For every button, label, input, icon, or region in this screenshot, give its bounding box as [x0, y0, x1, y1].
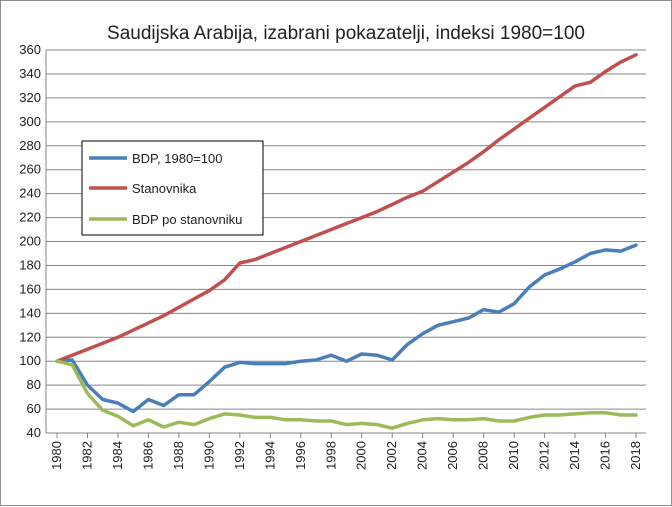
x-tick-label: 1988 — [171, 441, 186, 470]
gridlines — [46, 49, 646, 434]
x-tick-label: 1984 — [110, 441, 125, 470]
y-tick-label: 180 — [19, 257, 41, 272]
legend-label-2: Stanovnika — [132, 181, 197, 196]
series-line-2 — [55, 53, 638, 363]
x-tick-label: 2004 — [415, 441, 430, 470]
series-line-3 — [55, 359, 638, 430]
y-tick-label: 280 — [19, 138, 41, 153]
x-tick-label: 1996 — [293, 441, 308, 470]
x-tick-label: 2010 — [506, 441, 521, 470]
x-axis-ticks: 1980 1982 1984 1986 1988 1990 1992 1994 1996 1998… — [49, 433, 643, 470]
x-tick-label: 2012 — [537, 441, 552, 470]
y-axis-ticks: 40 60 80 100 120 140 160 180 200 220 240 260 280 300 3… — [19, 42, 41, 440]
y-tick-label: 100 — [19, 353, 41, 368]
series-line-1 — [55, 243, 638, 414]
x-tick-label: 1980 — [49, 441, 64, 470]
y-tick-label: 80 — [27, 377, 41, 392]
y-tick-label: 300 — [19, 114, 41, 129]
y-tick-label: 40 — [27, 425, 41, 440]
x-tick-label: 1992 — [232, 441, 247, 470]
x-tick-label: 1986 — [140, 441, 155, 470]
legend-label-3: BDP po stanovniku — [132, 212, 242, 227]
x-tick-label: 1982 — [79, 441, 94, 470]
x-tick-label: 2008 — [476, 441, 491, 470]
y-tick-label: 220 — [19, 210, 41, 225]
x-tick-label: 2018 — [628, 441, 643, 470]
y-tick-label: 360 — [19, 42, 41, 57]
y-tick-label: 240 — [19, 186, 41, 201]
x-tick-label: 2000 — [354, 441, 369, 470]
legend: BDP, 1980=100 Stanovnika BDP po stanovniku — [81, 140, 264, 236]
x-tick-label: 2006 — [445, 441, 460, 470]
y-tick-label: 140 — [19, 305, 41, 320]
y-tick-label: 340 — [19, 66, 41, 81]
y-tick-label: 320 — [19, 90, 41, 105]
x-tick-label: 2002 — [384, 441, 399, 470]
y-tick-label: 200 — [19, 234, 41, 249]
x-tick-label: 2016 — [598, 441, 613, 470]
y-tick-label: 160 — [19, 281, 41, 296]
chart-title: Saudijska Arabija, izabrani pokazatelji,… — [107, 23, 585, 44]
y-tick-label: 120 — [19, 329, 41, 344]
legend-label-1: BDP, 1980=100 — [132, 151, 222, 166]
x-tick-label: 1990 — [201, 441, 216, 470]
x-tick-label: 1994 — [262, 441, 277, 470]
series-lines — [55, 53, 638, 430]
x-tick-label: 2014 — [567, 441, 582, 470]
x-tick-label: 1998 — [323, 441, 338, 470]
y-tick-label: 260 — [19, 162, 41, 177]
y-tick-label: 60 — [27, 401, 41, 416]
axes — [45, 50, 646, 434]
